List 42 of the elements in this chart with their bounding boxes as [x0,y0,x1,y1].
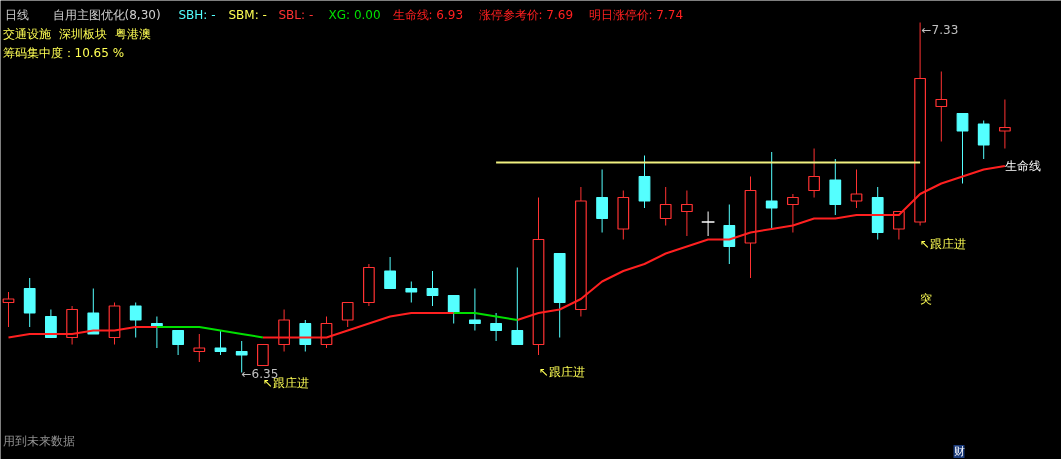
text: SBH: - [178,7,216,22]
candlestick [575,186,587,317]
candlestick [659,186,672,226]
candlestick [787,193,799,233]
text: 财 [953,445,965,458]
candlestick [935,71,948,142]
annotation: 突 [919,291,932,306]
candlestick [808,148,820,198]
annotation: ↖跟庄进 [538,364,585,379]
text: 用到未来数据 [2,433,75,448]
text: SBM: - [228,7,267,22]
candlestick [363,263,375,307]
candlestick [744,176,757,279]
candlestick [596,169,608,233]
candlestick [765,151,778,230]
text: 明日涨停价: 7.74 [588,7,684,22]
annotation: 粤港澳 [114,26,151,41]
candlestick [829,158,842,216]
annotation: 深圳板块 [58,26,107,41]
candlestick [871,186,884,240]
candlestick [426,270,439,307]
annotation: ←7.33 [921,22,959,37]
text: 生命线: 6.93 [392,7,464,22]
text: XG: 0.00 [328,7,381,22]
candlestick [278,309,290,352]
annotation: 生命线 [1004,158,1041,173]
candlestick [490,312,502,342]
candlestick [66,305,78,345]
text: 涨停参考价: 7.69 [478,7,574,22]
annotation: ↖跟庄进 [919,236,966,251]
candlestick [681,190,693,237]
candlestick [999,99,1011,149]
candlestick [532,197,545,356]
text: SBL: - [278,7,314,22]
candlestick [469,288,481,331]
annotation: 筹码集中度：10.65 % [2,45,125,60]
chart-title: 日线 [4,7,29,22]
chart-subtitle: 自用主图优化(8,30) [52,7,161,22]
candlestick [723,204,736,265]
candlestick [193,333,206,363]
annotation: 交通设施 [2,26,51,41]
candlestick [23,277,36,328]
